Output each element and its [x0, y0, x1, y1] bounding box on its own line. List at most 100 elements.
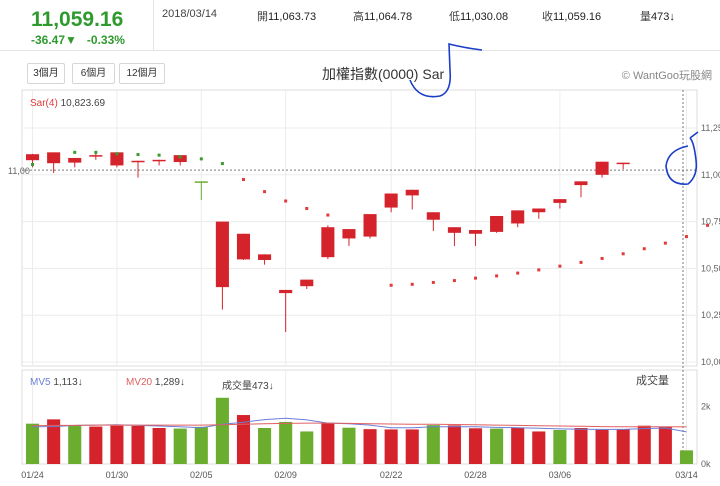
candle-body	[426, 212, 440, 220]
mv20-line	[32, 422, 687, 428]
volume-bar	[258, 428, 272, 464]
candlestick	[468, 230, 483, 246]
open-label: 開	[257, 11, 268, 23]
candle-body	[194, 181, 208, 183]
x-tick-label: 03/14	[675, 470, 698, 480]
volume-legend: 成交量473↓	[222, 377, 274, 392]
sar-point	[474, 276, 478, 280]
candlestick	[236, 233, 251, 260]
sar-point	[706, 223, 710, 227]
volume-bar	[194, 426, 208, 464]
sar-point	[579, 260, 583, 264]
sar-point	[663, 241, 667, 245]
quote-volume: 量473↓	[640, 8, 675, 24]
candle-body	[595, 161, 609, 175]
crosshair-y-label: 11,00	[8, 166, 30, 176]
volume-bar	[342, 427, 356, 464]
candlestick	[131, 160, 145, 178]
x-tick-label: 02/09	[274, 470, 297, 480]
quote-high: 高11,064.78	[353, 8, 412, 24]
low-value: 11,030.08	[460, 11, 509, 23]
candlestick	[511, 210, 525, 228]
candle-body	[258, 254, 272, 260]
volume-bar	[363, 429, 377, 464]
candlestick	[384, 193, 398, 213]
price-y-tick-label: 11,00	[701, 170, 720, 180]
sar-point	[452, 279, 456, 283]
sar-point	[684, 235, 688, 239]
sar-point	[263, 190, 267, 194]
candle-body	[215, 221, 229, 288]
candlestick	[89, 153, 103, 160]
last-price: 11,059.16	[31, 8, 124, 31]
x-tick-label: 01/24	[21, 470, 44, 480]
price-panel-border	[21, 89, 698, 367]
candle-body	[68, 157, 82, 163]
candle-body	[532, 208, 546, 213]
sar-point	[136, 153, 140, 157]
candlestick	[342, 229, 356, 246]
sar-point	[326, 213, 330, 217]
candle-body	[405, 189, 419, 196]
high-label: 高	[353, 11, 364, 23]
candlestick	[616, 162, 630, 170]
candle-body	[152, 159, 166, 162]
candlestick	[574, 181, 588, 198]
sar-point	[31, 163, 35, 167]
sar-point	[516, 271, 520, 275]
volume-bar	[321, 422, 335, 464]
candle-body	[363, 214, 377, 237]
volume-bar	[447, 425, 461, 464]
sar-point	[621, 252, 625, 256]
annotation-circle	[409, 42, 483, 98]
candlestick	[405, 189, 419, 210]
sar-point	[73, 150, 77, 154]
candle-body	[490, 215, 504, 232]
range-12m-button[interactable]: 12個月	[119, 63, 165, 84]
candlestick	[47, 152, 61, 173]
sar-point	[241, 177, 245, 181]
sar-legend-label: Sar(4)	[30, 98, 58, 109]
volume-legend-value: 473↓	[252, 381, 274, 392]
volume-bar	[553, 430, 567, 464]
volume-bar	[300, 431, 314, 464]
quote-close: 收11,059.16	[542, 8, 601, 24]
candle-body	[553, 199, 567, 203]
candlestick	[68, 157, 82, 168]
sar-legend: Sar(4) 10,823.69	[30, 98, 105, 109]
mv5-legend: MV5 1,113↓	[30, 377, 83, 388]
chart-title: 加權指數(0000) Sar	[322, 66, 445, 82]
sar-point	[410, 282, 414, 286]
price-change: -36.47▼ -0.33%	[31, 33, 135, 47]
sar-point	[558, 264, 562, 268]
mv5-legend-value: 1,113↓	[53, 377, 83, 388]
candle-body	[131, 160, 145, 163]
volume-bar	[89, 426, 103, 464]
sar-point	[115, 152, 119, 156]
mv5-legend-label: MV5	[30, 377, 51, 388]
candle-body	[110, 152, 124, 166]
volume-bar	[616, 429, 630, 464]
candle-body	[574, 181, 588, 186]
volume-bar	[110, 425, 124, 464]
volume-panel-border	[21, 369, 698, 465]
sar-point	[178, 155, 182, 159]
candle-body	[321, 227, 335, 258]
price-y-tick-label: 11,25	[701, 123, 720, 133]
volume-bar	[679, 450, 693, 464]
price-y-tick-label: 10,50	[701, 263, 720, 273]
range-6m-button[interactable]: 6個月	[72, 63, 115, 84]
candlestick	[426, 212, 440, 231]
sar-point	[537, 268, 541, 272]
range-3m-button[interactable]: 3個月	[27, 63, 65, 84]
sar-point	[600, 256, 604, 260]
volume-bar	[490, 428, 504, 464]
volume-bar	[215, 397, 229, 464]
sar-point	[305, 206, 309, 210]
candlestick	[447, 227, 461, 246]
volume-y-tick-label: 2k	[701, 401, 711, 411]
candlestick	[553, 199, 567, 209]
header-divider	[153, 0, 154, 50]
high-value: 11,064.78	[364, 11, 413, 23]
